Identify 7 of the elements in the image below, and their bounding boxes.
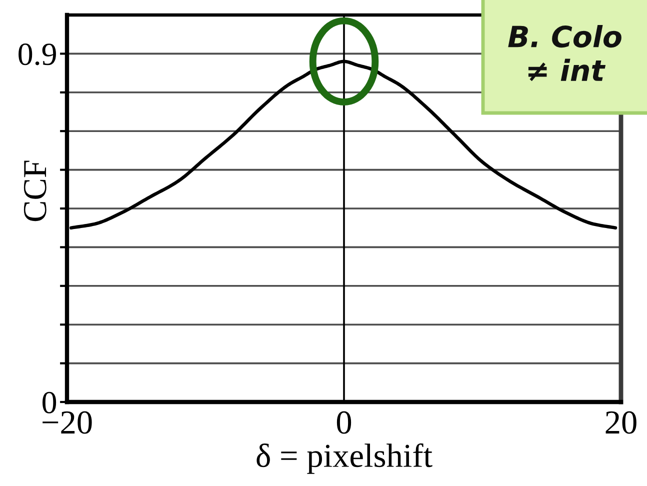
y-axis-title: CCF [24,160,46,222]
y-tick-label: 0.9 [18,44,56,66]
annotation: B. Colo ≠ int [508,25,622,82]
x-tick-label: 20 [606,411,636,434]
x-tick-label: 0 [336,411,352,434]
x-axis-title: δ = pixelshift [256,443,432,474]
x-tick-label: −20 [42,411,92,434]
